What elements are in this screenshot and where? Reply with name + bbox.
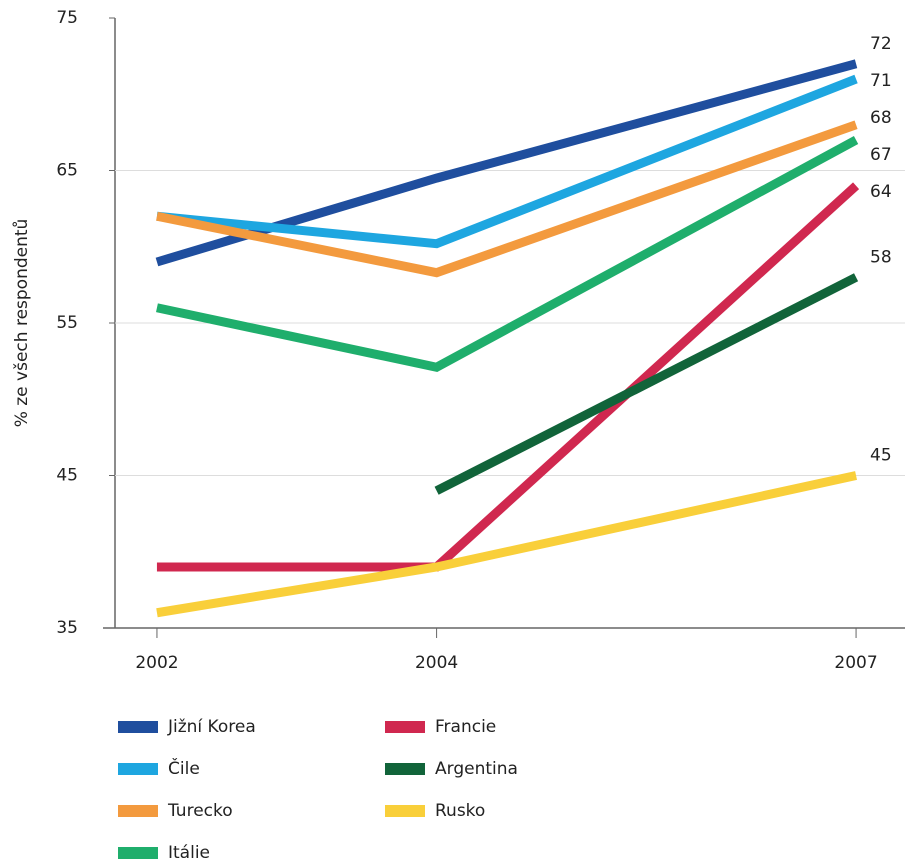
y-tick-label: 55 — [56, 313, 78, 333]
x-tick-label: 2007 — [834, 653, 877, 673]
legend-swatch — [385, 721, 425, 733]
legend-swatch — [385, 763, 425, 775]
legend-label: Jižní Korea — [167, 717, 256, 737]
value-label: 58 — [870, 247, 892, 267]
legend-label: Francie — [435, 717, 496, 737]
legend-label: Argentina — [435, 759, 518, 779]
series-line — [156, 136, 859, 372]
y-axis-label: % ze všech respondentů — [12, 219, 32, 428]
y-tick-label: 45 — [56, 466, 78, 486]
value-label: 45 — [870, 446, 892, 466]
legend-swatch — [385, 805, 425, 817]
legend-swatch — [118, 721, 158, 733]
series-line — [434, 273, 859, 495]
series-line — [156, 120, 858, 278]
series-line — [156, 471, 858, 618]
legend-label: Čile — [168, 757, 200, 779]
legend-swatch — [118, 763, 158, 775]
legend-label: Itálie — [168, 843, 210, 862]
legend-label: Rusko — [435, 801, 485, 821]
value-label: 71 — [870, 71, 892, 91]
y-tick-label: 35 — [56, 618, 78, 638]
y-tick-label: 75 — [56, 8, 78, 28]
value-label: 67 — [870, 145, 892, 165]
value-label: 72 — [870, 34, 892, 54]
series-line — [156, 74, 858, 249]
value-label: 68 — [870, 108, 892, 128]
legend-label: Turecko — [167, 801, 233, 821]
legend-swatch — [118, 847, 158, 859]
y-tick-label: 65 — [56, 161, 78, 181]
series-line — [156, 182, 860, 572]
x-tick-label: 2004 — [415, 653, 458, 673]
x-tick-label: 2002 — [135, 653, 178, 673]
legend-swatch — [118, 805, 158, 817]
value-label: 64 — [870, 182, 892, 202]
